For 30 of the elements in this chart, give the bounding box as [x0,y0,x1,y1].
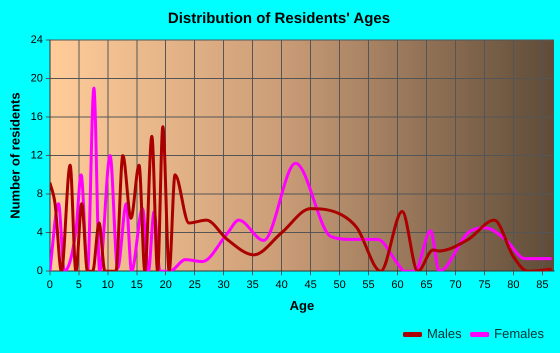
y-tick-label: 0 [36,265,43,278]
y-tick-label: 16 [30,111,43,124]
y-tick-label: 4 [36,226,43,239]
x-tick-label: 30 [218,278,230,291]
x-tick-label: 50 [333,278,346,291]
legend-label: Males [426,326,462,342]
x-tick-label: 5 [76,278,82,291]
x-tick-label: 70 [449,278,462,291]
y-axis-title: Number of residents [7,92,22,219]
x-tick-label: 0 [46,278,53,291]
x-tick-label: 10 [102,278,114,291]
x-tick-label: 45 [304,278,317,291]
x-tick-label: 55 [362,278,375,291]
x-tick-label: 85 [536,278,549,291]
y-tick-label: 12 [30,150,43,162]
x-tick-label: 65 [420,278,433,291]
x-tick-label: 20 [160,278,172,291]
chart-title: Distribution of Residents' Ages [168,10,390,28]
x-tick-label: 75 [478,278,491,291]
x-tick-label: 40 [276,278,288,291]
y-tick-label: 24 [30,34,43,46]
x-tick-label: 80 [507,278,520,291]
x-tick-label: 60 [391,278,404,291]
legend-label: Females [494,326,544,342]
x-tick-label: 35 [246,278,259,291]
x-axis-title: Age [290,298,314,313]
y-tick-label: 20 [30,72,43,85]
y-tick-label: 8 [36,188,43,200]
x-tick-label: 25 [188,278,201,291]
x-tick-label: 15 [130,278,143,291]
